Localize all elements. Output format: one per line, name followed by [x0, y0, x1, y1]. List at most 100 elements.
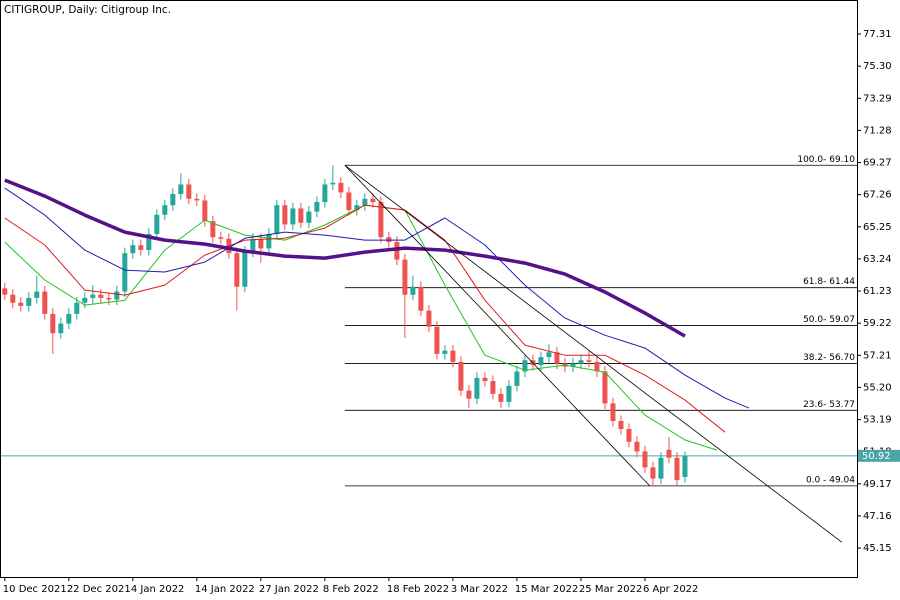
x-tick-label: 6 Apr 2022 [643, 584, 698, 595]
y-tick-label: 71.28 [863, 125, 892, 136]
x-tick-label: 14 Jan 2022 [195, 584, 255, 595]
y-tick-label: 73.29 [863, 93, 892, 104]
y-tick-label: 45.15 [863, 543, 892, 554]
trendline [344, 165, 651, 487]
candle-body [402, 259, 408, 295]
candle-body [130, 245, 136, 254]
candle-body [138, 245, 144, 250]
candle-body [50, 313, 56, 334]
candle-body [290, 208, 296, 225]
candle-body [586, 360, 592, 362]
candle-body [658, 457, 664, 479]
candle-body [234, 253, 240, 287]
candle-body [450, 350, 456, 362]
candle-body [490, 381, 496, 394]
candle-body [386, 237, 392, 242]
candle-body [10, 294, 16, 303]
candle-body [194, 198, 200, 201]
candle-body [634, 441, 640, 452]
candle-body [570, 363, 576, 367]
candle-body [18, 302, 24, 306]
candle-body [26, 297, 32, 306]
candle-body [442, 350, 448, 354]
x-tick-label: 4 Jan 2022 [131, 584, 185, 595]
fib-label: 100.0- 69.10 [797, 155, 855, 165]
y-tick-label: 57.21 [863, 350, 892, 361]
candle-body [610, 403, 616, 422]
candle-body [58, 323, 64, 334]
candle-body [538, 357, 544, 366]
candle-body [650, 467, 656, 479]
candle-body [282, 205, 288, 225]
plot-area: 100.0- 69.10 61.8- 61.44 50.0- 59.07 38.2- … [0, 155, 857, 543]
candle-body [42, 291, 48, 314]
x-tick-label: 8 Feb 2022 [323, 584, 379, 595]
candle-body [338, 182, 344, 193]
candle-body [506, 385, 512, 402]
moving-average [4, 187, 750, 409]
fib-label: 0.0 - 49.04 [806, 475, 855, 485]
candle-body [626, 428, 632, 442]
candle-body [578, 360, 584, 364]
candle-body [202, 200, 208, 222]
candle-body [522, 360, 528, 372]
candle-body [298, 208, 304, 223]
x-tick-label: 25 Mar 2022 [579, 584, 642, 595]
candle-body [554, 352, 560, 364]
fib-label: 50.0- 59.07 [803, 315, 855, 325]
candle-body [426, 310, 432, 327]
candle-body [122, 253, 128, 292]
y-tick-label: 77.31 [863, 29, 892, 40]
y-tick-label: 63.24 [863, 254, 892, 265]
candle-body [146, 233, 152, 250]
y-tick-label: 47.16 [863, 511, 892, 522]
candle-body [466, 390, 472, 399]
candle-body [378, 202, 384, 238]
candle-body [218, 237, 224, 239]
candle-body [178, 184, 184, 195]
candle-body [354, 205, 360, 211]
y-tick-label: 67.26 [863, 190, 892, 201]
candle-body [370, 198, 376, 203]
candle-body [410, 286, 416, 295]
candle-body [82, 297, 88, 303]
moving-average [4, 204, 726, 433]
candle-body [114, 291, 120, 300]
candle-body [266, 233, 272, 249]
candle-body [258, 238, 264, 249]
candle-body [674, 457, 680, 481]
candle-body [642, 451, 648, 468]
candle-body [602, 371, 608, 404]
chart-title: CITIGROUP, Daily: Citigroup Inc. [4, 4, 171, 16]
x-tick-label: 18 Feb 2022 [387, 584, 449, 595]
candle-body [154, 214, 160, 234]
candle-body [594, 361, 600, 372]
candle-body [322, 184, 328, 203]
candle-body [418, 286, 424, 311]
x-tick-label: 15 Mar 2022 [515, 584, 578, 595]
candle-body [458, 361, 464, 391]
candle-body [74, 302, 80, 314]
candle-body [546, 352, 552, 358]
candle-body [618, 421, 624, 429]
moving-average [4, 178, 686, 338]
y-tick-label: 53.19 [863, 415, 892, 426]
candle-body [34, 291, 40, 298]
y-tick-label: 59.22 [863, 318, 892, 329]
candle-body [242, 251, 248, 287]
x-tick-label: 10 Dec 2021 [3, 584, 67, 595]
candle-body [66, 313, 72, 324]
y-tick-label: 65.25 [863, 222, 892, 233]
candle-body [274, 205, 280, 234]
candle-body [210, 221, 216, 238]
y-tick-label: 55.20 [863, 382, 892, 393]
x-tick-label: 22 Dec 2021 [67, 584, 131, 595]
candle-body [346, 192, 352, 211]
candle-body [314, 202, 320, 212]
candle-body [106, 297, 112, 300]
y-tick-label: 61.23 [863, 286, 892, 297]
candle-body [330, 182, 336, 185]
candle-body [90, 294, 96, 298]
candle-body [474, 377, 480, 399]
